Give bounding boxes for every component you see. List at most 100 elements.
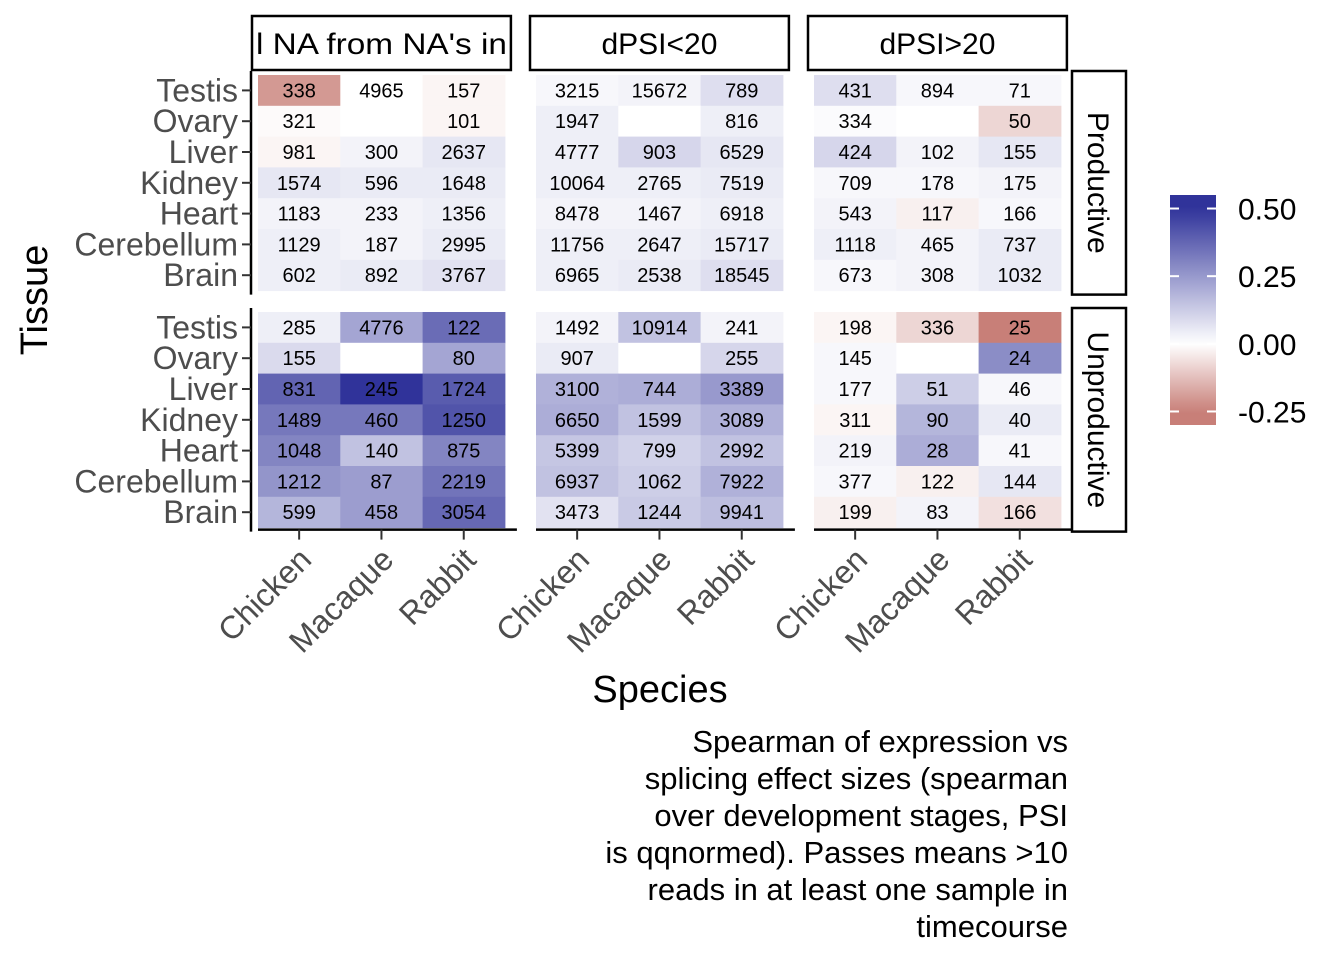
cell-label: 338 <box>282 80 315 102</box>
heatmap-cell <box>618 105 702 138</box>
heatmap-cell <box>536 435 619 467</box>
heatmap-cell <box>896 75 980 107</box>
heatmap-cell <box>258 496 341 529</box>
legend-tick-label: 0.25 <box>1238 261 1296 294</box>
facet-strips: l NA from NA's in dPSI<20 dPSI>20 Productiv… <box>250 14 1128 533</box>
cell-label: 1356 <box>442 204 487 226</box>
heatmap-cell <box>422 136 506 168</box>
cell-label: 145 <box>838 348 871 370</box>
caption-line: is qqnormed). Passes means >10 <box>605 835 1068 870</box>
y-tick-label: Heart <box>160 433 238 469</box>
cell-label: 377 <box>838 471 871 493</box>
y-tick-label: Testis <box>156 72 238 108</box>
cell-label: 6965 <box>555 265 600 287</box>
y-tick-label: Kidney <box>140 402 238 438</box>
heatmap-cell <box>978 229 1062 261</box>
cell-label: 311 <box>839 410 871 432</box>
cell-label: 3100 <box>555 379 600 401</box>
heatmap-cell <box>618 229 702 261</box>
cell-label: 1492 <box>555 317 600 339</box>
cell-label: 3389 <box>720 379 765 401</box>
heatmap-cell <box>978 435 1062 467</box>
caption-line: over development stages, PSI <box>654 798 1068 833</box>
y-tick-label: Liver <box>169 371 239 407</box>
cell-label: 3054 <box>442 502 487 524</box>
cell-label: 87 <box>370 471 392 493</box>
cell-label: 1032 <box>998 265 1043 287</box>
heatmap-cell <box>896 435 980 467</box>
cell-label: 5399 <box>555 441 600 463</box>
x-axis-title: Species <box>592 669 727 711</box>
heatmap-cell <box>340 167 424 199</box>
cell-label: 907 <box>560 348 593 370</box>
heatmap-cell <box>618 373 702 405</box>
heatmap-cell <box>258 75 341 107</box>
cell-label: 596 <box>365 173 398 195</box>
heatmap-cell <box>896 373 980 405</box>
heatmap-cell <box>814 435 897 467</box>
cell-label: 1947 <box>555 111 600 133</box>
heatmap-cell <box>340 198 424 230</box>
cell-label: 1724 <box>442 379 487 401</box>
heatmap-cell <box>618 259 702 292</box>
y-tick-label: Kidney <box>140 165 238 201</box>
cell-label: 51 <box>926 379 948 401</box>
cell-label: 1212 <box>277 471 322 493</box>
cell-label: 816 <box>725 111 758 133</box>
cell-label: 241 <box>725 317 758 339</box>
heatmap-panel: 198 336 25 145 24 177 51 46 311 90 40 219 28 41 377 122… <box>814 312 1062 529</box>
cell-label: 15672 <box>632 80 688 102</box>
heatmap-cell <box>978 198 1062 230</box>
cell-label: 2765 <box>637 173 682 195</box>
cell-label: 122 <box>921 471 954 493</box>
heatmap-cell <box>700 167 784 199</box>
heatmap-cell <box>896 229 980 261</box>
heatmap-cell <box>814 136 897 168</box>
cell-label: 300 <box>365 142 398 164</box>
cell-label: 6918 <box>720 204 765 226</box>
cell-label: 789 <box>725 80 758 102</box>
heatmap-cell <box>340 466 424 498</box>
cell-label: 28 <box>926 441 948 463</box>
heatmap-cell <box>896 466 980 498</box>
cell-label: 102 <box>921 142 954 164</box>
heatmap-cell <box>536 198 619 230</box>
cell-label: 50 <box>1009 111 1031 133</box>
cell-label: 1467 <box>637 204 682 226</box>
cell-label: 285 <box>282 317 315 339</box>
heatmap-cell <box>422 229 506 261</box>
facet-strip-label: Unproductive <box>1081 331 1114 508</box>
heatmap-cell <box>700 198 784 230</box>
cell-label: 187 <box>365 234 398 256</box>
caption-line: splicing effect sizes (spearman <box>645 761 1068 796</box>
heatmap-cell <box>896 198 980 230</box>
cell-label: 166 <box>1003 502 1036 524</box>
heatmap-cell <box>536 496 619 529</box>
cell-label: 11756 <box>550 234 604 256</box>
heatmap-cell <box>340 105 424 138</box>
heatmap-cell <box>700 229 784 261</box>
heatmap-cell <box>896 496 980 529</box>
heatmap-cell <box>340 259 424 292</box>
heatmap-cell <box>978 105 1062 138</box>
heatmap-cell <box>340 373 424 405</box>
cell-label: 321 <box>282 111 315 133</box>
cell-label: 175 <box>1003 173 1036 195</box>
heatmap-cell <box>536 259 619 292</box>
cell-label: 157 <box>447 80 480 102</box>
heatmap-cell <box>422 312 506 344</box>
heatmap-cell <box>618 75 702 107</box>
cell-label: 80 <box>453 348 475 370</box>
heatmap-cell <box>422 373 506 405</box>
heatmap-cell <box>258 167 341 199</box>
heatmap-panel: 338 4965 157 321 101 981 300 2637 1574 596 1648 118… <box>258 75 506 292</box>
cell-label: 2538 <box>637 265 682 287</box>
cell-label: 140 <box>365 441 398 463</box>
heatmap-panel: 1492 10914 241 907 255 3100 744 3389 6650 1599 308… <box>536 312 784 529</box>
heatmap-cell <box>422 404 506 436</box>
cell-label: 10914 <box>632 317 688 339</box>
heatmap-cell <box>700 404 784 436</box>
cell-label: 1062 <box>637 471 682 493</box>
heatmap-cell <box>814 198 897 230</box>
